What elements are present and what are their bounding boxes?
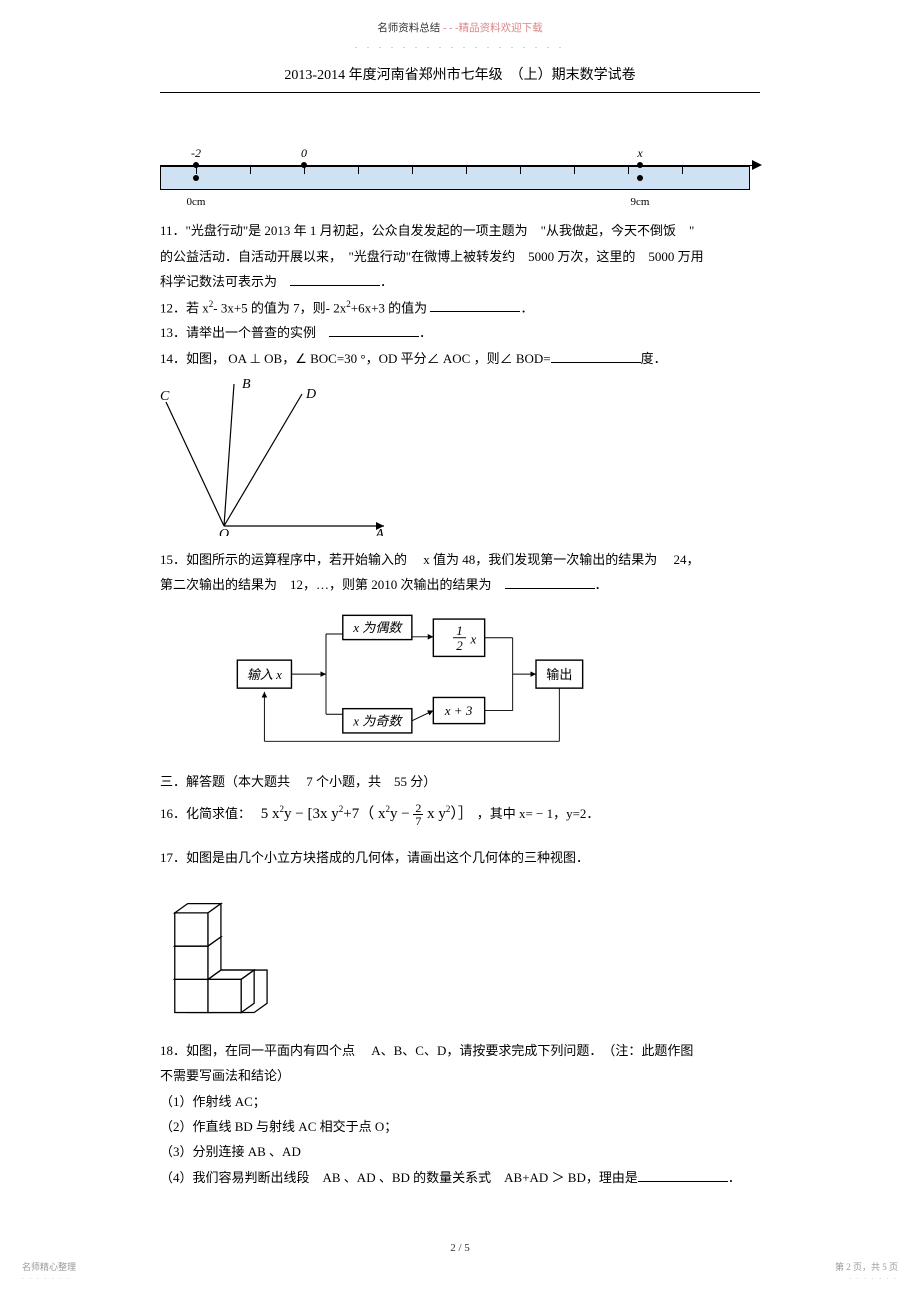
blank [290, 272, 380, 286]
q11-line2: 的公益活动．自活动开展以来， "光盘行动"在微博上被转发约 5000 万次，这里… [160, 245, 760, 268]
footer-left: 名师精心整理 . . . . . . . [22, 1262, 76, 1281]
q13: 13．请举出一个普查的实例 ． [160, 321, 760, 344]
blank [430, 298, 520, 312]
blank [505, 575, 595, 589]
q14-a: 14．如图， OA ⊥ OB，∠ BOC=30 °，OD 平分∠ AOC ，则∠… [160, 351, 551, 366]
q15-line2-text: 第二次输出的结果为 12，…，则第 2010 次输出的结果为 [160, 577, 505, 592]
q14-b: 度． [641, 351, 667, 366]
page-number: 2 / 5 [160, 1239, 760, 1259]
q11-line3-text: 科学记数法可表示为 [160, 274, 290, 289]
svg-text:1: 1 [456, 623, 463, 638]
footer-dots: . . . . . . . [22, 1273, 76, 1281]
flow-input: 输入 x [247, 667, 282, 682]
q18-line2: 不需要写画法和结论） [160, 1064, 760, 1087]
svg-text:C: C [160, 389, 170, 404]
blank [329, 323, 419, 337]
cube-figure [160, 877, 280, 1017]
q12-post: +6x+3 的值为 [351, 300, 431, 315]
q15-line1: 15．如图所示的运算程序中，若开始输入的 x 值为 48，我们发现第一次输出的结… [160, 548, 760, 571]
q16: 16．化简求值： 5 x2y − [3x y2+7（ x2y − 27 x y2… [160, 801, 760, 828]
q11-line1: 11．"光盘行动"是 2013 年 1 月初起，公众自发发起的一项主题为 "从我… [160, 219, 760, 242]
blank [638, 1168, 728, 1182]
flow-plus3: x + 3 [444, 704, 473, 719]
svg-text:O: O [219, 527, 229, 536]
svg-text:A: A [374, 527, 384, 536]
q15-line2: 第二次输出的结果为 12，…，则第 2010 次输出的结果为 ． [160, 573, 760, 596]
q16-a: 16．化简求值： [160, 806, 258, 821]
angle-figure: O A B C D [160, 376, 390, 536]
q18-line6-text: （4）我们容易判断出线段 AB 、AD 、BD 的数量关系式 AB+AD ＞ B… [160, 1170, 638, 1185]
q18-line1: 18．如图，在同一平面内有四个点 A、B、C、D，请按要求完成下列问题． （注：… [160, 1039, 760, 1062]
flow-output: 输出 [546, 667, 572, 682]
page-title: 2013-2014 年度河南省郑州市七年级 （上）期末数学试卷 [160, 63, 760, 93]
svg-text:x: x [470, 632, 477, 647]
q12: 12．若 x2- 3x+5 的值为 7，则- 2x2+6x+3 的值为 ． [160, 296, 760, 320]
svg-text:B: B [242, 377, 251, 392]
q18-line3: （1）作射线 AC； [160, 1090, 760, 1113]
top-label-pink: - - -精品资料欢迎下载 [443, 23, 543, 34]
footer-right-text: 第 2 页，共 5 页 [835, 1262, 898, 1273]
q12-mid: - 3x+5 的值为 7，则- 2x [213, 300, 346, 315]
top-label-black: 名师资料总结 [377, 23, 443, 34]
top-dots: . . . . . . . . . . . . . . . . . . [160, 39, 760, 53]
footer-dots: . . . . . . . [835, 1273, 898, 1281]
flow-odd: x 为奇数 [352, 714, 403, 729]
flow-even: x 为偶数 [352, 620, 403, 635]
q18-line6: （4）我们容易判断出线段 AB 、AD 、BD 的数量关系式 AB+AD ＞ B… [160, 1166, 760, 1189]
flowchart-figure: 输入 x x 为偶数 x 为奇数 1 2 x x + 3 [230, 606, 590, 746]
q18-line5: （3）分别连接 AB 、AD [160, 1140, 760, 1163]
q14: 14．如图， OA ⊥ OB，∠ BOC=30 °，OD 平分∠ AOC ，则∠… [160, 347, 760, 370]
svg-text:2: 2 [456, 638, 463, 653]
q13-text: 13．请举出一个普查的实例 [160, 325, 329, 340]
footer-left-text: 名师精心整理 [22, 1262, 76, 1273]
q11-line3: 科学记数法可表示为 ． [160, 270, 760, 293]
top-label: 名师资料总结 - - -精品资料欢迎下载 [160, 20, 760, 39]
footer-right: 第 2 页，共 5 页 . . . . . . . [835, 1262, 898, 1281]
number-line-figure: -20x0cm9cm [160, 153, 760, 201]
svg-text:D: D [305, 387, 316, 402]
blank [551, 349, 641, 363]
q12-pre: 12．若 x [160, 300, 209, 315]
q18-line4: （2）作直线 BD 与射线 AC 相交于点 O； [160, 1115, 760, 1138]
section3: 三．解答题（本大题共 7 个小题，共 55 分） [160, 770, 760, 793]
q17: 17．如图是由几个小立方块搭成的几何体，请画出这个几何体的三种视图． [160, 846, 760, 869]
q16-expr: 5 x2y − [3x y2+7（ x2y − 27 x y2）］ [261, 806, 477, 822]
